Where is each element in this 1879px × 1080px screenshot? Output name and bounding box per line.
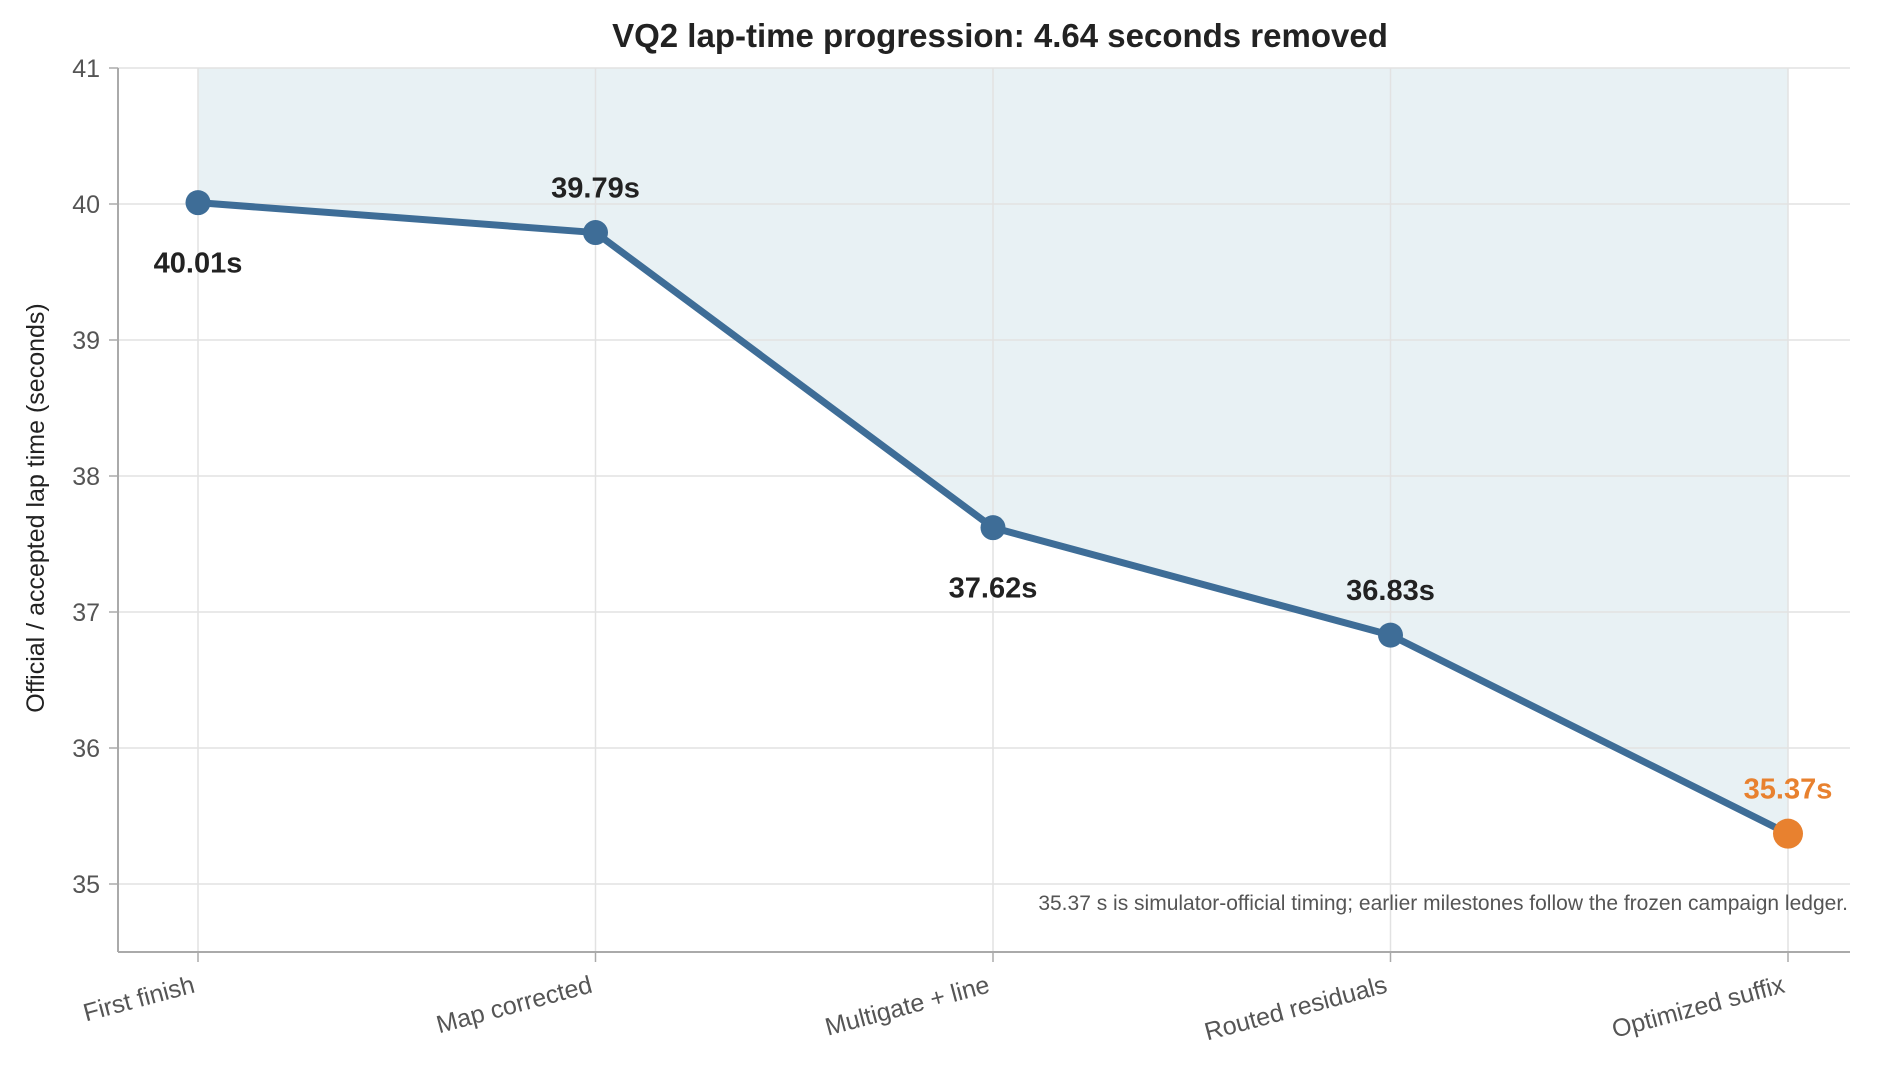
y-tick-label: 36 — [72, 735, 100, 763]
x-tick-label: Routed residuals — [1202, 971, 1390, 1047]
x-tick-label: Multigate + line — [822, 971, 992, 1042]
y-tick-label: 41 — [72, 55, 100, 83]
data-point — [1773, 818, 1803, 849]
data-point — [583, 220, 608, 246]
data-label: 40.01s — [154, 248, 243, 280]
y-tick-label: 35 — [72, 871, 100, 899]
data-point — [185, 190, 211, 216]
x-tick-label: Map corrected — [433, 971, 595, 1039]
data-label: 39.79s — [551, 173, 640, 205]
y-tick-label: 37 — [72, 599, 100, 627]
y-tick-label: 39 — [72, 327, 100, 355]
data-label: 36.83s — [1346, 575, 1435, 607]
y-tick-label: 40 — [72, 191, 100, 219]
data-point — [1378, 622, 1403, 648]
x-tick-label: Optimized suffix — [1609, 971, 1788, 1044]
chart-title: VQ2 lap-time progression: 4.64 seconds r… — [612, 17, 1388, 54]
annotation-note: 35.37 s is simulator-official timing; ea… — [1038, 892, 1848, 915]
data-label: 37.62s — [949, 573, 1038, 605]
data-label: 35.37s — [1744, 774, 1833, 806]
x-tick-label: First finish — [80, 971, 197, 1028]
y-axis-label: Official / accepted lap time (seconds) — [22, 303, 50, 712]
data-point — [980, 515, 1006, 541]
y-tick-label: 38 — [72, 463, 100, 491]
